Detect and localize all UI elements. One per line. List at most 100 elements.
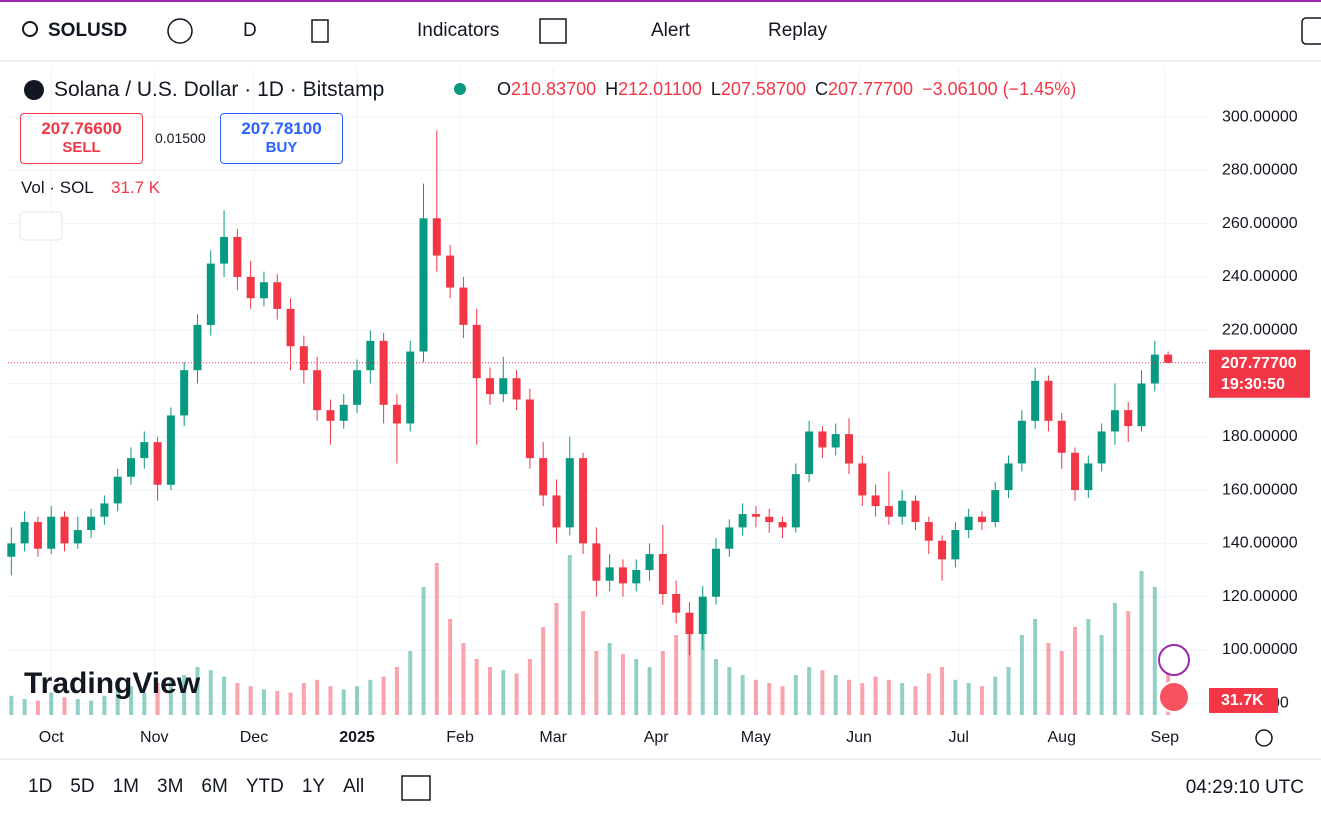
ohlc-value: 207.58700 bbox=[720, 79, 806, 99]
x-tick-label: Jun bbox=[846, 729, 872, 746]
volume-bar bbox=[89, 700, 94, 715]
volume-bar bbox=[75, 699, 80, 715]
candle-body bbox=[286, 308, 295, 347]
candle-body bbox=[512, 378, 521, 400]
range-button[interactable]: YTD bbox=[245, 776, 284, 797]
candle-body bbox=[552, 495, 561, 528]
volume-bar bbox=[235, 683, 240, 715]
range-button[interactable]: 1Y bbox=[301, 776, 326, 797]
volume-bar bbox=[355, 686, 360, 715]
volume-bar bbox=[1126, 611, 1131, 715]
ohlc-change: −3.06100 (−1.45%) bbox=[922, 79, 1077, 99]
candle-body bbox=[113, 476, 122, 504]
volume-bar bbox=[807, 667, 812, 715]
candle-body bbox=[672, 594, 681, 613]
volume-bar bbox=[979, 686, 984, 715]
date-range-icon[interactable] bbox=[401, 775, 431, 801]
interval[interactable]: D bbox=[243, 20, 257, 41]
range-button[interactable]: 6M bbox=[201, 776, 228, 797]
indicators-button[interactable]: Indicators bbox=[417, 20, 500, 41]
symbol-icon bbox=[24, 80, 44, 100]
flash-icon[interactable] bbox=[1158, 644, 1190, 676]
volume-bar bbox=[753, 679, 758, 715]
candle-body bbox=[1084, 463, 1093, 491]
range-button[interactable]: All bbox=[343, 776, 365, 797]
candle-body bbox=[964, 516, 973, 531]
volume-bar bbox=[1086, 619, 1091, 715]
flag-icon[interactable] bbox=[1158, 681, 1190, 713]
volume-bar bbox=[487, 667, 492, 715]
buy-button[interactable]: 207.78100 BUY bbox=[220, 113, 343, 164]
volume-legend: Vol · SOL bbox=[21, 178, 94, 197]
last-price-label: 207.77700 bbox=[1221, 355, 1297, 372]
volume-bar bbox=[780, 686, 785, 715]
candle-body bbox=[379, 340, 388, 405]
volume-bar bbox=[634, 659, 639, 715]
candle-body bbox=[778, 522, 787, 528]
chart-type-icon[interactable] bbox=[311, 19, 329, 43]
volume-bar bbox=[49, 692, 54, 715]
candle-body bbox=[1150, 354, 1159, 384]
candle-body bbox=[366, 340, 375, 371]
alert-button[interactable]: Alert bbox=[651, 20, 691, 41]
range-button[interactable]: 5D bbox=[70, 776, 95, 797]
volume-bar bbox=[1152, 587, 1157, 715]
sell-price: 207.76600 bbox=[41, 119, 122, 138]
candle-body bbox=[977, 516, 986, 523]
candle-body bbox=[738, 514, 747, 528]
x-tick-label: Aug bbox=[1048, 729, 1076, 746]
replay-button[interactable]: Replay bbox=[768, 20, 828, 41]
volume-bar bbox=[541, 627, 546, 715]
search-icon[interactable] bbox=[22, 21, 38, 37]
volume-bar bbox=[714, 659, 719, 715]
volume-bar bbox=[62, 697, 67, 715]
volume-bar bbox=[341, 689, 346, 715]
x-tick-label: Jul bbox=[948, 729, 968, 746]
clock: 04:29:10 UTC bbox=[1185, 777, 1304, 798]
candle-body bbox=[685, 612, 694, 634]
volume-bar bbox=[222, 676, 227, 715]
volume-bar bbox=[767, 683, 772, 715]
x-tick-label: Feb bbox=[446, 729, 474, 746]
candle-body bbox=[991, 490, 1000, 523]
volume-bar bbox=[581, 611, 586, 715]
candle-body bbox=[353, 370, 362, 405]
axes: 80.00000100.00000120.00000140.00000160.0… bbox=[8, 108, 1310, 746]
candle-body bbox=[140, 442, 149, 459]
layout-icon[interactable] bbox=[1301, 17, 1321, 45]
volume-bar bbox=[886, 679, 891, 715]
y-tick-label: 180.00000 bbox=[1222, 428, 1298, 445]
ohlc-key: L bbox=[710, 79, 721, 99]
add-icon[interactable] bbox=[167, 18, 193, 44]
range-button[interactable]: 1M bbox=[112, 776, 139, 797]
volume-bar bbox=[9, 695, 14, 715]
candle-body bbox=[831, 434, 840, 448]
range-button[interactable]: 3M bbox=[157, 776, 184, 797]
volume-bar bbox=[368, 679, 373, 715]
volume-bar bbox=[913, 686, 918, 715]
candles bbox=[7, 130, 1173, 656]
candle-body bbox=[485, 378, 494, 395]
countdown: 19:30:50 bbox=[1221, 376, 1285, 393]
last-price-tag bbox=[1209, 349, 1310, 398]
volume-bar bbox=[833, 675, 838, 715]
volume-bar bbox=[620, 654, 625, 715]
range-button[interactable]: 1D bbox=[28, 776, 53, 797]
y-tick-label: 140.00000 bbox=[1222, 535, 1298, 552]
y-tick-label: 220.00000 bbox=[1222, 321, 1298, 338]
candle-body bbox=[392, 404, 401, 424]
volume-bar bbox=[448, 619, 453, 715]
ohlc: O210.83700 H212.01100 L207.58700 C207.77700… bbox=[497, 79, 1076, 100]
candle-body bbox=[339, 404, 348, 421]
volume-bar bbox=[328, 686, 333, 715]
candle-body bbox=[725, 527, 734, 549]
sell-button[interactable]: 207.76600 SELL bbox=[20, 113, 143, 164]
templates-icon[interactable] bbox=[539, 18, 567, 44]
spread: 0.01500 bbox=[155, 130, 206, 146]
volume-bars bbox=[9, 555, 1171, 715]
settings-icon[interactable] bbox=[1255, 729, 1273, 747]
candle-body bbox=[898, 500, 907, 517]
collapse-button[interactable] bbox=[19, 211, 63, 241]
symbol[interactable]: SOLUSD bbox=[48, 20, 128, 41]
